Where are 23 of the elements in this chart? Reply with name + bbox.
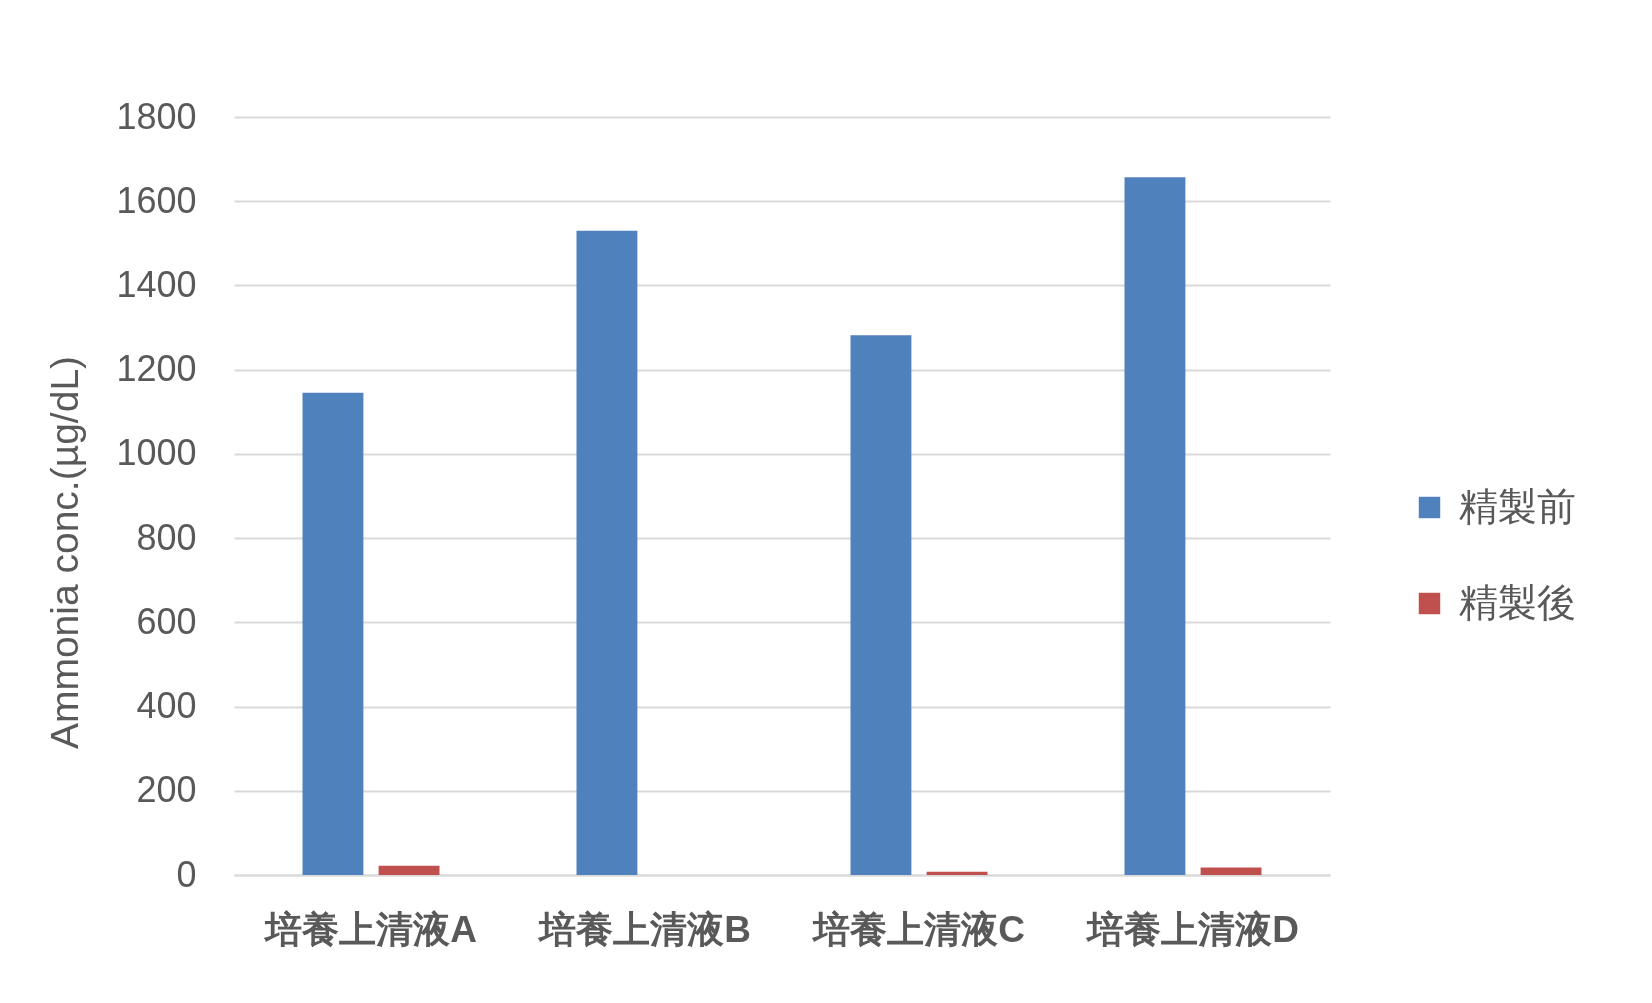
y-tick-label: 800: [136, 516, 197, 558]
bar: [1124, 177, 1186, 875]
bar: [1200, 867, 1262, 875]
y-tick-label: 1400: [116, 263, 197, 305]
y-tick-label: 1200: [116, 348, 197, 390]
x-tick-label: 培養上清液A: [263, 908, 477, 950]
bar: [850, 335, 912, 875]
y-tick-label: 600: [136, 600, 197, 642]
y-tick-label: 0: [176, 853, 197, 895]
y-tick-label: 200: [136, 769, 197, 811]
y-tick-label: 1800: [116, 95, 197, 137]
y-tick-label: 1600: [116, 179, 197, 221]
x-tick-label: 培養上清液B: [537, 908, 751, 950]
x-tick-label: 培養上清液D: [1085, 908, 1299, 950]
y-axis-title: Ammonia conc.(µg/dL): [43, 355, 87, 750]
bar: [302, 392, 364, 875]
bar: [378, 865, 440, 875]
legend-label: 精製後: [1459, 580, 1576, 624]
x-tick-label: 培養上清液C: [811, 908, 1025, 950]
bar: [576, 230, 638, 875]
y-tick-label: 1000: [116, 432, 197, 474]
legend-label: 精製前: [1459, 484, 1576, 528]
y-tick-label: 400: [136, 685, 197, 727]
